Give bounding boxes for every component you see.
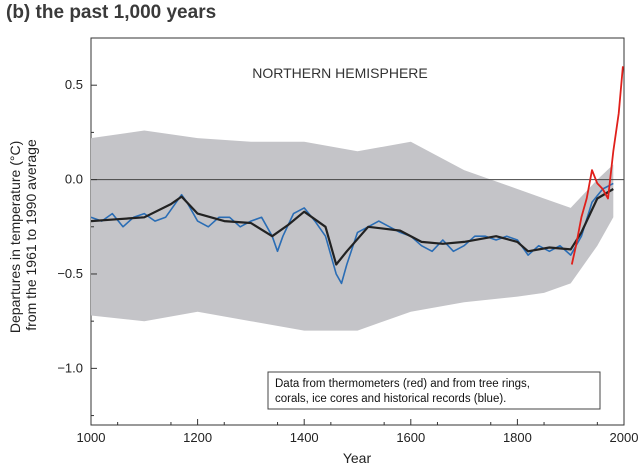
y-tick-label-3: 0.5 <box>65 77 83 92</box>
y-axis-title: Departures in temperature (°C) from the … <box>7 137 39 333</box>
x-tick-label-1400: 1400 <box>290 430 319 445</box>
y-tick-label-1: −0.5 <box>57 266 83 281</box>
y-axis-title-line-2: from the 1961 to 1990 average <box>23 139 39 331</box>
northern-hemisphere-label: NORTHERN HEMISPHERE <box>252 65 428 81</box>
x-tick-label-2000: 2000 <box>610 430 639 445</box>
x-axis-title: Year <box>343 450 372 466</box>
chart-title: (b) the past 1,000 years <box>6 2 217 23</box>
note-line-2: corals, ice cores and historical records… <box>275 393 506 405</box>
y-tick-label-0: −1.0 <box>57 360 83 375</box>
uncertainty-band <box>91 130 614 331</box>
x-tick-label-1600: 1600 <box>396 430 425 445</box>
data-source-note: Data from thermometers (red) and from tr… <box>267 371 601 410</box>
x-tick-label-1200: 1200 <box>183 430 212 445</box>
y-axis-title-line-1: Departures in temperature (°C) <box>7 141 23 333</box>
x-tick-label-1800: 1800 <box>503 430 532 445</box>
note-line-1: Data from thermometers (red) and from tr… <box>275 378 530 390</box>
smoothed-record-line <box>91 188 614 266</box>
y-tick-label-2: 0.0 <box>65 172 83 187</box>
note-box <box>267 371 601 410</box>
instrumental-record-line <box>570 66 624 265</box>
x-tick-label-1000: 1000 <box>77 430 106 445</box>
